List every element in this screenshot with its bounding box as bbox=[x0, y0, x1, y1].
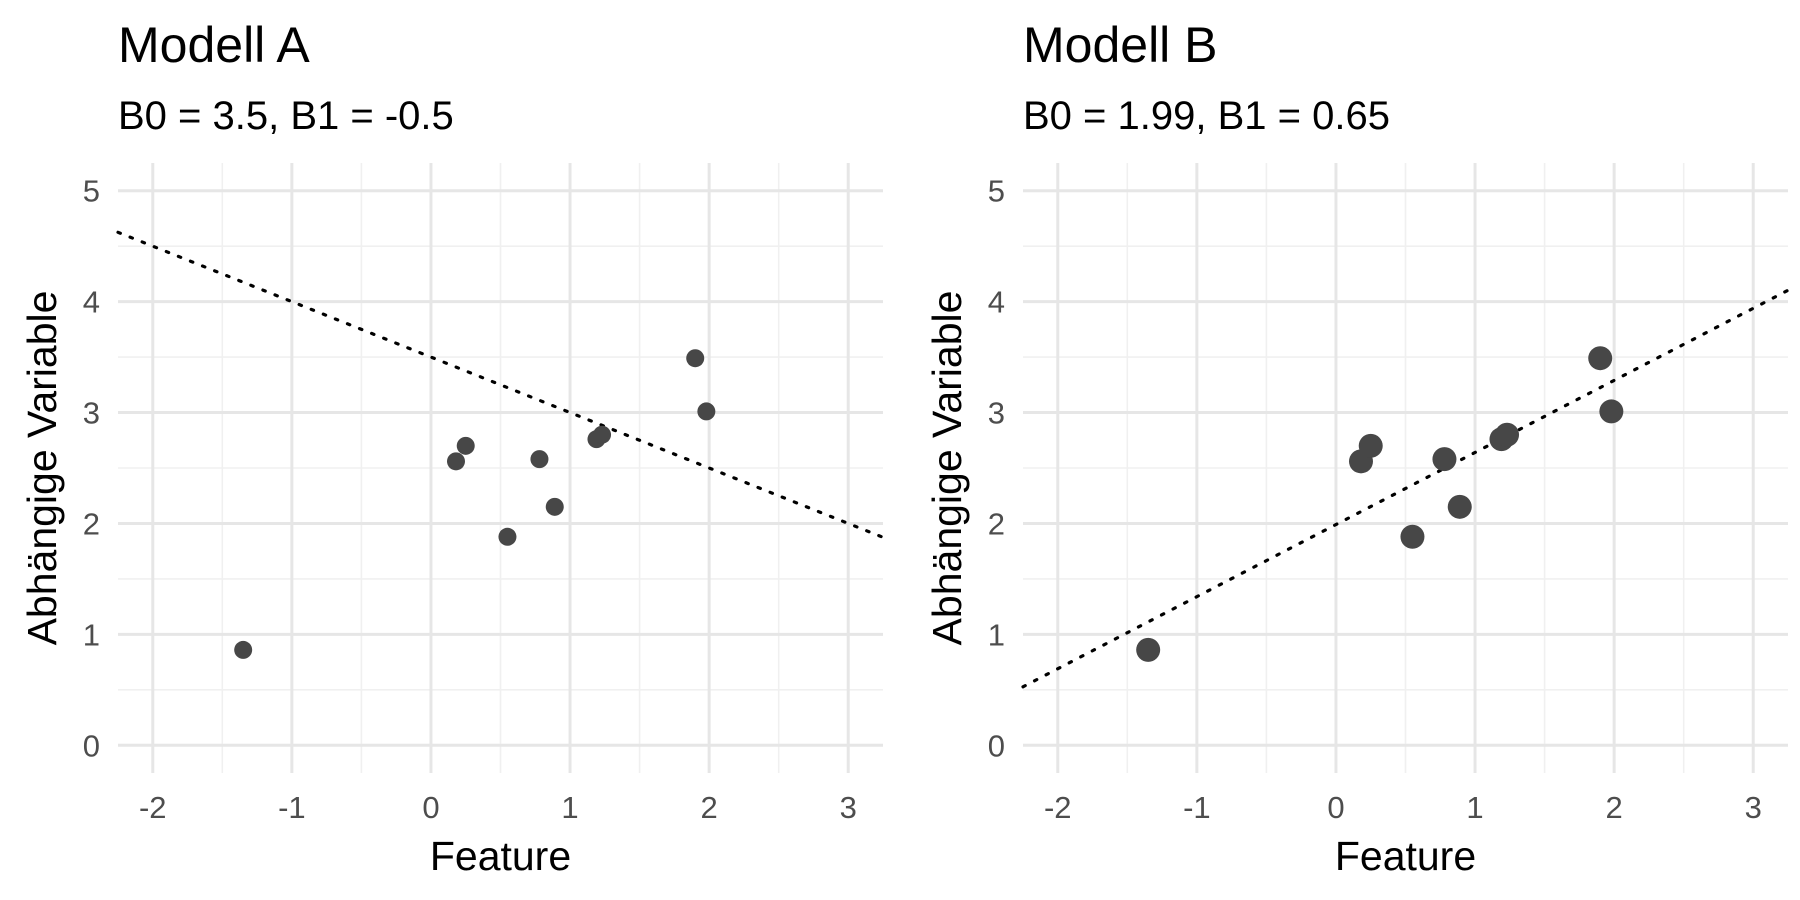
panel-modell-b: Modell B B0 = 1.99, B1 = 0.65 -2 -1 0 1 2 3 0 1 2 3… bbox=[924, 17, 1790, 879]
x-tick-label: 3 bbox=[1745, 790, 1762, 825]
y-axis-label: Abhängige Variable bbox=[924, 291, 970, 646]
x-tick-label: -2 bbox=[1044, 790, 1072, 825]
x-tick-label: -1 bbox=[278, 790, 306, 825]
y-tick-label: 1 bbox=[988, 617, 1005, 652]
data-point bbox=[686, 349, 705, 368]
data-point bbox=[1447, 494, 1472, 519]
data-point bbox=[1358, 433, 1383, 458]
data-point bbox=[1432, 447, 1457, 472]
data-point bbox=[446, 452, 465, 471]
data-point bbox=[1599, 399, 1624, 424]
data-point bbox=[456, 436, 475, 455]
x-tick-label: 1 bbox=[1466, 790, 1483, 825]
data-point bbox=[1136, 637, 1161, 662]
x-tick-label: 1 bbox=[561, 790, 578, 825]
y-tick-label: 1 bbox=[83, 617, 100, 652]
x-tick-label: 2 bbox=[701, 790, 718, 825]
data-point bbox=[1588, 346, 1613, 371]
x-axis-label: Feature bbox=[430, 833, 571, 879]
y-tick-label: 0 bbox=[988, 728, 1005, 763]
chart-title: Modell B bbox=[1023, 17, 1218, 73]
regression-line bbox=[1021, 288, 1790, 689]
y-tick-label: 2 bbox=[988, 506, 1005, 541]
chart-subtitle: B0 = 1.99, B1 = 0.65 bbox=[1023, 94, 1390, 138]
data-point bbox=[1400, 524, 1425, 549]
x-tick-label: -1 bbox=[1183, 790, 1211, 825]
y-tick-label: 4 bbox=[83, 285, 100, 320]
panel-modell-a: Modell A B0 = 3.5, B1 = -0.5 -2 -1 0 1 2 3 0 1 2 3 4… bbox=[19, 17, 885, 879]
data-point bbox=[234, 640, 253, 659]
y-tick-label: 2 bbox=[83, 506, 100, 541]
grid bbox=[1023, 163, 1788, 773]
y-tick-label: 5 bbox=[988, 174, 1005, 209]
data-point bbox=[1495, 422, 1520, 447]
x-tick-label: 0 bbox=[1327, 790, 1344, 825]
grid bbox=[118, 163, 883, 773]
data-point bbox=[530, 450, 549, 469]
y-tick-label: 3 bbox=[83, 396, 100, 431]
x-tick-label: 3 bbox=[840, 790, 857, 825]
y-axis-label: Abhängige Variable bbox=[19, 291, 65, 646]
x-tick-label: 0 bbox=[422, 790, 439, 825]
data-point bbox=[697, 402, 716, 421]
data-point bbox=[498, 527, 517, 546]
x-tick-label: 2 bbox=[1606, 790, 1623, 825]
y-tick-label: 3 bbox=[988, 396, 1005, 431]
chart-title: Modell A bbox=[118, 17, 310, 73]
data-point bbox=[545, 497, 564, 516]
y-tick-label: 4 bbox=[988, 285, 1005, 320]
y-tick-label: 0 bbox=[83, 728, 100, 763]
chart-subtitle: B0 = 3.5, B1 = -0.5 bbox=[118, 94, 454, 138]
x-tick-label: -2 bbox=[139, 790, 167, 825]
data-point bbox=[593, 425, 612, 444]
x-axis-label: Feature bbox=[1335, 833, 1476, 879]
y-tick-label: 5 bbox=[83, 174, 100, 209]
